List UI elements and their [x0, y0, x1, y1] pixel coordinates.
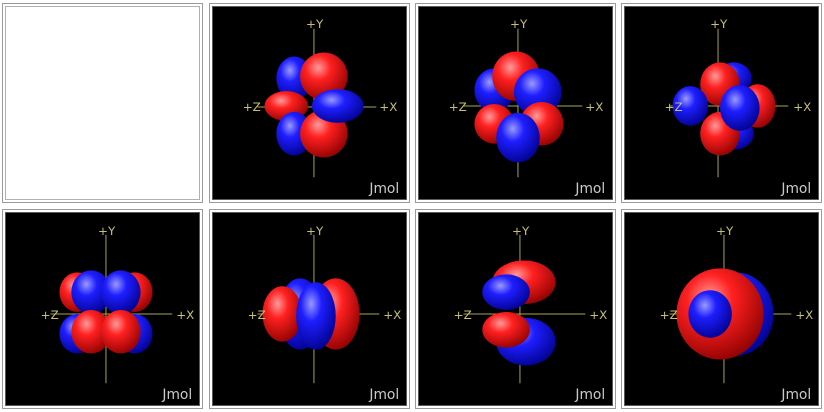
- orbital-lobe: [311, 89, 364, 123]
- z-axis-label: +Z: [41, 308, 59, 322]
- panel-orbital-7[interactable]: +Y +Z +X Jmol: [621, 209, 822, 409]
- x-axis-label: +X: [379, 100, 397, 114]
- x-axis-label: +X: [795, 308, 813, 322]
- y-axis-label: +Y: [716, 224, 734, 238]
- orbital-lobe: [262, 286, 303, 342]
- z-axis-label: +Z: [454, 308, 472, 322]
- jmol-watermark: Jmol: [368, 181, 399, 197]
- orbital-2-viewer: +Y +Z +X Jmol: [449, 17, 606, 197]
- orbital-3-viewer: +Y +Z +X Jmol: [665, 17, 812, 197]
- x-axis-label: +X: [383, 308, 401, 322]
- z-axis-label: +Z: [243, 100, 261, 114]
- x-axis-label: +X: [585, 100, 603, 114]
- panel-orbital-5[interactable]: +Y +Z +X Jmol: [209, 209, 410, 409]
- orbital-lobe: [720, 85, 760, 131]
- jmol-watermark: Jmol: [161, 387, 192, 403]
- x-axis-label: +X: [589, 308, 607, 322]
- orbital-lobe: [71, 270, 111, 314]
- y-axis-label: +Y: [306, 224, 324, 238]
- orbital-4-viewer: +Y +Z +X Jmol: [41, 224, 195, 403]
- orbital-lobe: [688, 290, 732, 338]
- orbital-lobe: [672, 86, 709, 126]
- jmol-watermark: Jmol: [574, 181, 605, 197]
- jmol-watermark: Jmol: [574, 387, 605, 403]
- orbital-7-viewer: +Y +Z +X Jmol: [660, 224, 814, 403]
- jmol-watermark: Jmol: [780, 181, 811, 197]
- y-axis-label: +Y: [512, 224, 530, 238]
- orbital-lobe: [71, 309, 111, 354]
- orbital-6-viewer: +Y +Z +X Jmol: [454, 224, 608, 403]
- x-axis-label: +X: [793, 100, 811, 114]
- z-axis-label: +Z: [665, 100, 683, 114]
- y-axis-label: +Y: [306, 17, 324, 31]
- z-axis-label: +Z: [449, 100, 467, 114]
- orbital-lobe: [482, 311, 530, 348]
- z-axis-label: +Z: [248, 308, 266, 322]
- orbital-lobe: [300, 52, 348, 101]
- x-axis-label: +X: [176, 308, 194, 322]
- z-axis-label: +Z: [660, 308, 678, 322]
- orbital-1-viewer: +Y +Z +X Jmol: [243, 17, 400, 197]
- jmol-watermark: Jmol: [368, 387, 399, 403]
- panel-orbital-1[interactable]: +Y +Z +X Jmol: [209, 3, 410, 203]
- blank-panel-area: [5, 6, 200, 200]
- panel-orbital-2[interactable]: +Y +Z +X Jmol: [415, 3, 616, 203]
- jmol-watermark: Jmol: [780, 387, 811, 403]
- panel-orbital-4[interactable]: +Y +Z +X Jmol: [2, 209, 203, 409]
- orbital-lobe: [296, 282, 336, 350]
- orbital-lobe: [101, 270, 141, 314]
- panel-orbital-6[interactable]: +Y +Z +X Jmol: [415, 209, 616, 409]
- orbital-5-viewer: +Y +Z +X Jmol: [248, 224, 402, 403]
- panel-blank: [2, 3, 203, 203]
- orbital-lobe: [496, 112, 540, 163]
- orbital-lobe: [482, 274, 530, 310]
- y-axis-label: +Y: [510, 17, 528, 31]
- y-axis-label: +Y: [98, 224, 116, 238]
- orbital-lobe: [101, 309, 141, 354]
- y-axis-label: +Y: [710, 17, 728, 31]
- panel-orbital-3[interactable]: +Y +Z +X Jmol: [621, 3, 822, 203]
